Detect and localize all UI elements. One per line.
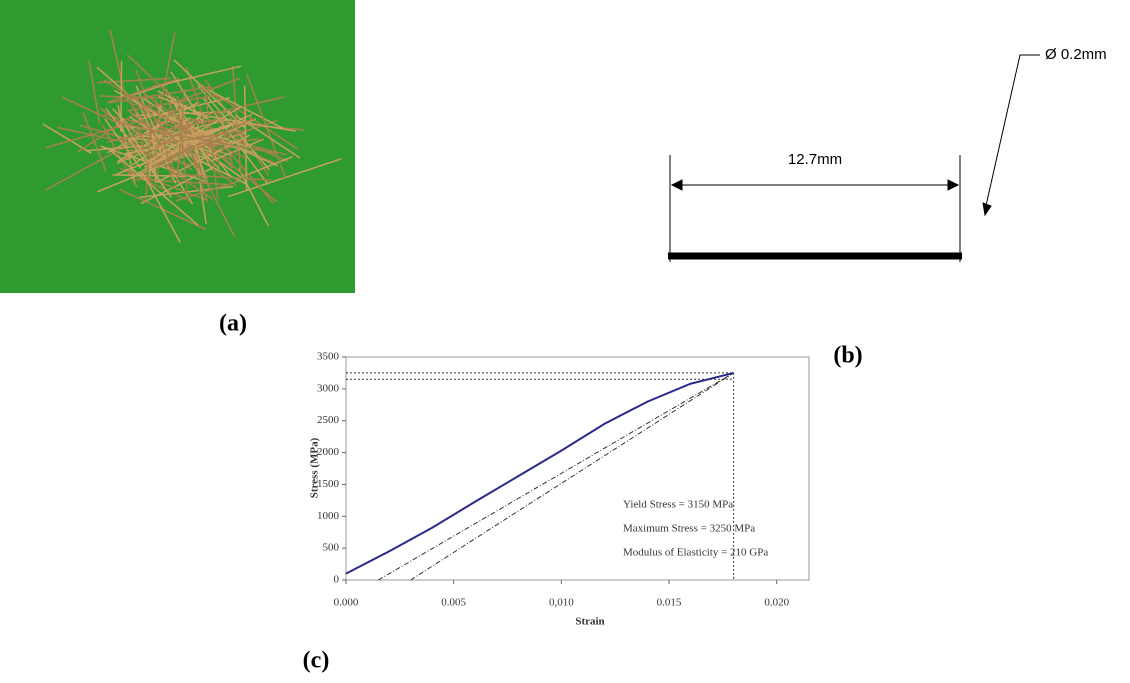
fiber: [82, 112, 107, 172]
fiber: [154, 99, 173, 180]
fiber-diagram: [668, 54, 1040, 262]
diameter-label: Ø 0.2mm: [1045, 46, 1107, 63]
fiber: [213, 138, 264, 161]
x-tick-label: 0.020: [764, 597, 789, 609]
stress-strain-curve: [345, 371, 734, 575]
panel-label: (b): [833, 343, 862, 369]
x-axis-label: Strain: [575, 616, 604, 628]
fiber: [120, 60, 123, 132]
fiber: [151, 65, 242, 88]
fiber: [158, 32, 176, 113]
fiber: [173, 59, 246, 129]
fiber: [174, 133, 277, 155]
fiber: [135, 85, 170, 164]
fiber: [112, 120, 176, 137]
fiber: [205, 94, 219, 200]
fiber: [109, 29, 126, 96]
fiber: [156, 129, 246, 146]
fiber: [126, 54, 175, 100]
fiber: [107, 147, 199, 226]
fiber: [182, 111, 296, 132]
x-tick-label: 0,010: [549, 597, 574, 609]
fiber: [158, 95, 208, 118]
panel-label: (c): [303, 648, 330, 674]
fiber: [125, 102, 191, 137]
fiber: [116, 130, 225, 175]
y-tick-label: 3500: [317, 351, 340, 363]
fiber: [151, 122, 196, 152]
fiber: [213, 133, 274, 204]
plot-frame: [345, 356, 810, 581]
fiber: [97, 152, 192, 193]
fiber: [120, 118, 165, 189]
photo: [0, 0, 355, 293]
y-axis-label: Stress (MPa): [309, 437, 321, 498]
fiber: [139, 105, 243, 167]
annotation: Maximum Stress = 3250 MPa: [623, 523, 755, 535]
y-tick-label: 1500: [317, 478, 340, 490]
fiber: [120, 167, 191, 202]
x-tick-label: 0.015: [657, 597, 682, 609]
y-tick-label: 2500: [317, 414, 340, 426]
fiber: [112, 174, 188, 178]
fiber: [170, 71, 204, 124]
y-tick-label: 500: [323, 542, 340, 554]
annotation: Modulus of Elasticity = 210 GPa: [623, 547, 768, 559]
fiber: [244, 156, 293, 177]
fibers: [42, 29, 342, 243]
fiber: [153, 118, 253, 167]
chart: 0 500 1000 1500 2000 2500 3000 3500 0.000 0.005 0,…: [317, 351, 790, 609]
fiber: [187, 146, 236, 237]
fiber: [175, 180, 239, 202]
fiber: [137, 116, 152, 191]
fiber: [168, 77, 240, 106]
fiber: [104, 118, 142, 169]
offset-line: [410, 372, 734, 581]
panel-label: (a): [219, 311, 247, 337]
fiber: [141, 172, 181, 243]
length-label: 12.7mm: [788, 151, 842, 168]
fiber: [107, 86, 212, 104]
x-tick-label: 0.005: [441, 597, 466, 609]
fiber: [200, 96, 285, 117]
fiber: [76, 113, 136, 154]
offset-line: [378, 372, 734, 581]
x-tick-label: 0.000: [334, 597, 359, 609]
fiber: [243, 85, 248, 190]
fiber: [153, 112, 245, 147]
y-tick-label: 0: [334, 574, 340, 586]
fiber: [106, 117, 221, 143]
fiber: [208, 89, 283, 129]
y-tick-label: 3000: [317, 382, 340, 394]
fiber: [176, 95, 188, 190]
fiber: [96, 77, 171, 84]
fiber: [144, 126, 152, 203]
annotation: Yield Stress = 3150 MPa: [623, 499, 733, 511]
y-tick-label: 2000: [317, 446, 340, 458]
y-tick-label: 1000: [317, 510, 340, 522]
fiber: [202, 96, 269, 186]
fiber: [140, 97, 230, 120]
fiber: [62, 96, 161, 144]
fiber: [233, 140, 287, 156]
fiber: [108, 77, 180, 103]
